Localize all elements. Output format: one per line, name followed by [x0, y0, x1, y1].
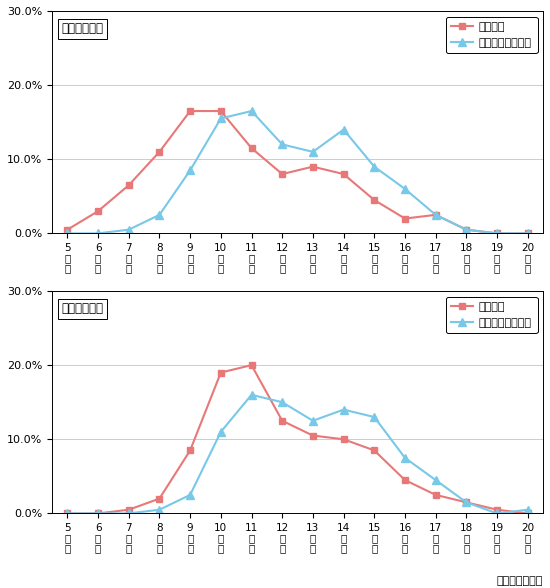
買い物・食事目的	[95, 230, 101, 237]
買い物・食事目的	[310, 417, 316, 425]
買い物・食事目的	[156, 506, 163, 513]
観光目的	[402, 476, 408, 483]
Line: 観光目的: 観光目的	[64, 362, 531, 517]
買い物・食事目的	[95, 510, 101, 517]
観光目的	[463, 226, 470, 233]
買い物・食事目的	[463, 499, 470, 506]
買い物・食事目的	[187, 167, 194, 174]
観光目的	[125, 506, 132, 513]
観光目的	[340, 171, 347, 178]
買い物・食事目的	[64, 230, 71, 237]
観光目的	[340, 436, 347, 443]
観光目的	[371, 447, 377, 454]
観光目的	[463, 499, 470, 506]
観光目的	[310, 432, 316, 439]
観光目的	[125, 182, 132, 189]
観光目的	[310, 163, 316, 170]
Legend: 観光目的, 買い物・食事目的: 観光目的, 買い物・食事目的	[446, 296, 537, 333]
買い物・食事目的	[187, 492, 194, 499]
買い物・食事目的	[279, 141, 285, 148]
観光目的	[279, 417, 285, 425]
買い物・食事目的	[524, 230, 531, 237]
Line: 観光目的: 観光目的	[64, 108, 531, 237]
観光目的	[187, 108, 194, 115]
買い物・食事目的	[402, 455, 408, 462]
買い物・食事目的	[248, 391, 255, 398]
観光目的	[156, 495, 163, 502]
観光目的	[494, 230, 501, 237]
買い物・食事目的	[156, 211, 163, 218]
観光目的	[524, 230, 531, 237]
観光目的	[95, 208, 101, 215]
買い物・食事目的	[64, 510, 71, 517]
Text: 回遊開始時刻: 回遊開始時刻	[62, 302, 104, 315]
買い物・食事目的	[218, 428, 224, 435]
買い物・食事目的	[248, 108, 255, 115]
買い物・食事目的	[340, 406, 347, 413]
観光目的	[64, 226, 71, 233]
買い物・食事目的	[463, 226, 470, 233]
Line: 買い物・食事目的: 買い物・食事目的	[63, 390, 532, 517]
観光目的	[64, 510, 71, 517]
観光目的	[218, 369, 224, 376]
買い物・食事目的	[494, 510, 501, 517]
買い物・食事目的	[310, 148, 316, 155]
買い物・食事目的	[432, 211, 439, 218]
買い物・食事目的	[340, 126, 347, 133]
観光目的	[248, 145, 255, 152]
買い物・食事目的	[432, 476, 439, 483]
Text: 資料：回遊調査: 資料：回遊調査	[497, 576, 543, 586]
観光目的	[95, 510, 101, 517]
観光目的	[187, 447, 194, 454]
買い物・食事目的	[494, 230, 501, 237]
観光目的	[524, 510, 531, 517]
買い物・食事目的	[218, 115, 224, 122]
買い物・食事目的	[524, 506, 531, 513]
買い物・食事目的	[125, 226, 132, 233]
観光目的	[494, 506, 501, 513]
Text: 自宅出発時刻: 自宅出発時刻	[62, 22, 104, 35]
観光目的	[218, 108, 224, 115]
観光目的	[402, 215, 408, 222]
観光目的	[279, 171, 285, 178]
観光目的	[432, 492, 439, 499]
買い物・食事目的	[279, 399, 285, 406]
観光目的	[432, 211, 439, 218]
買い物・食事目的	[402, 185, 408, 192]
Legend: 観光目的, 買い物・食事目的: 観光目的, 買い物・食事目的	[446, 16, 537, 53]
買い物・食事目的	[371, 413, 377, 420]
観光目的	[371, 196, 377, 203]
観光目的	[248, 362, 255, 369]
Line: 買い物・食事目的: 買い物・食事目的	[63, 107, 532, 238]
買い物・食事目的	[371, 163, 377, 170]
買い物・食事目的	[125, 510, 132, 517]
観光目的	[156, 148, 163, 155]
